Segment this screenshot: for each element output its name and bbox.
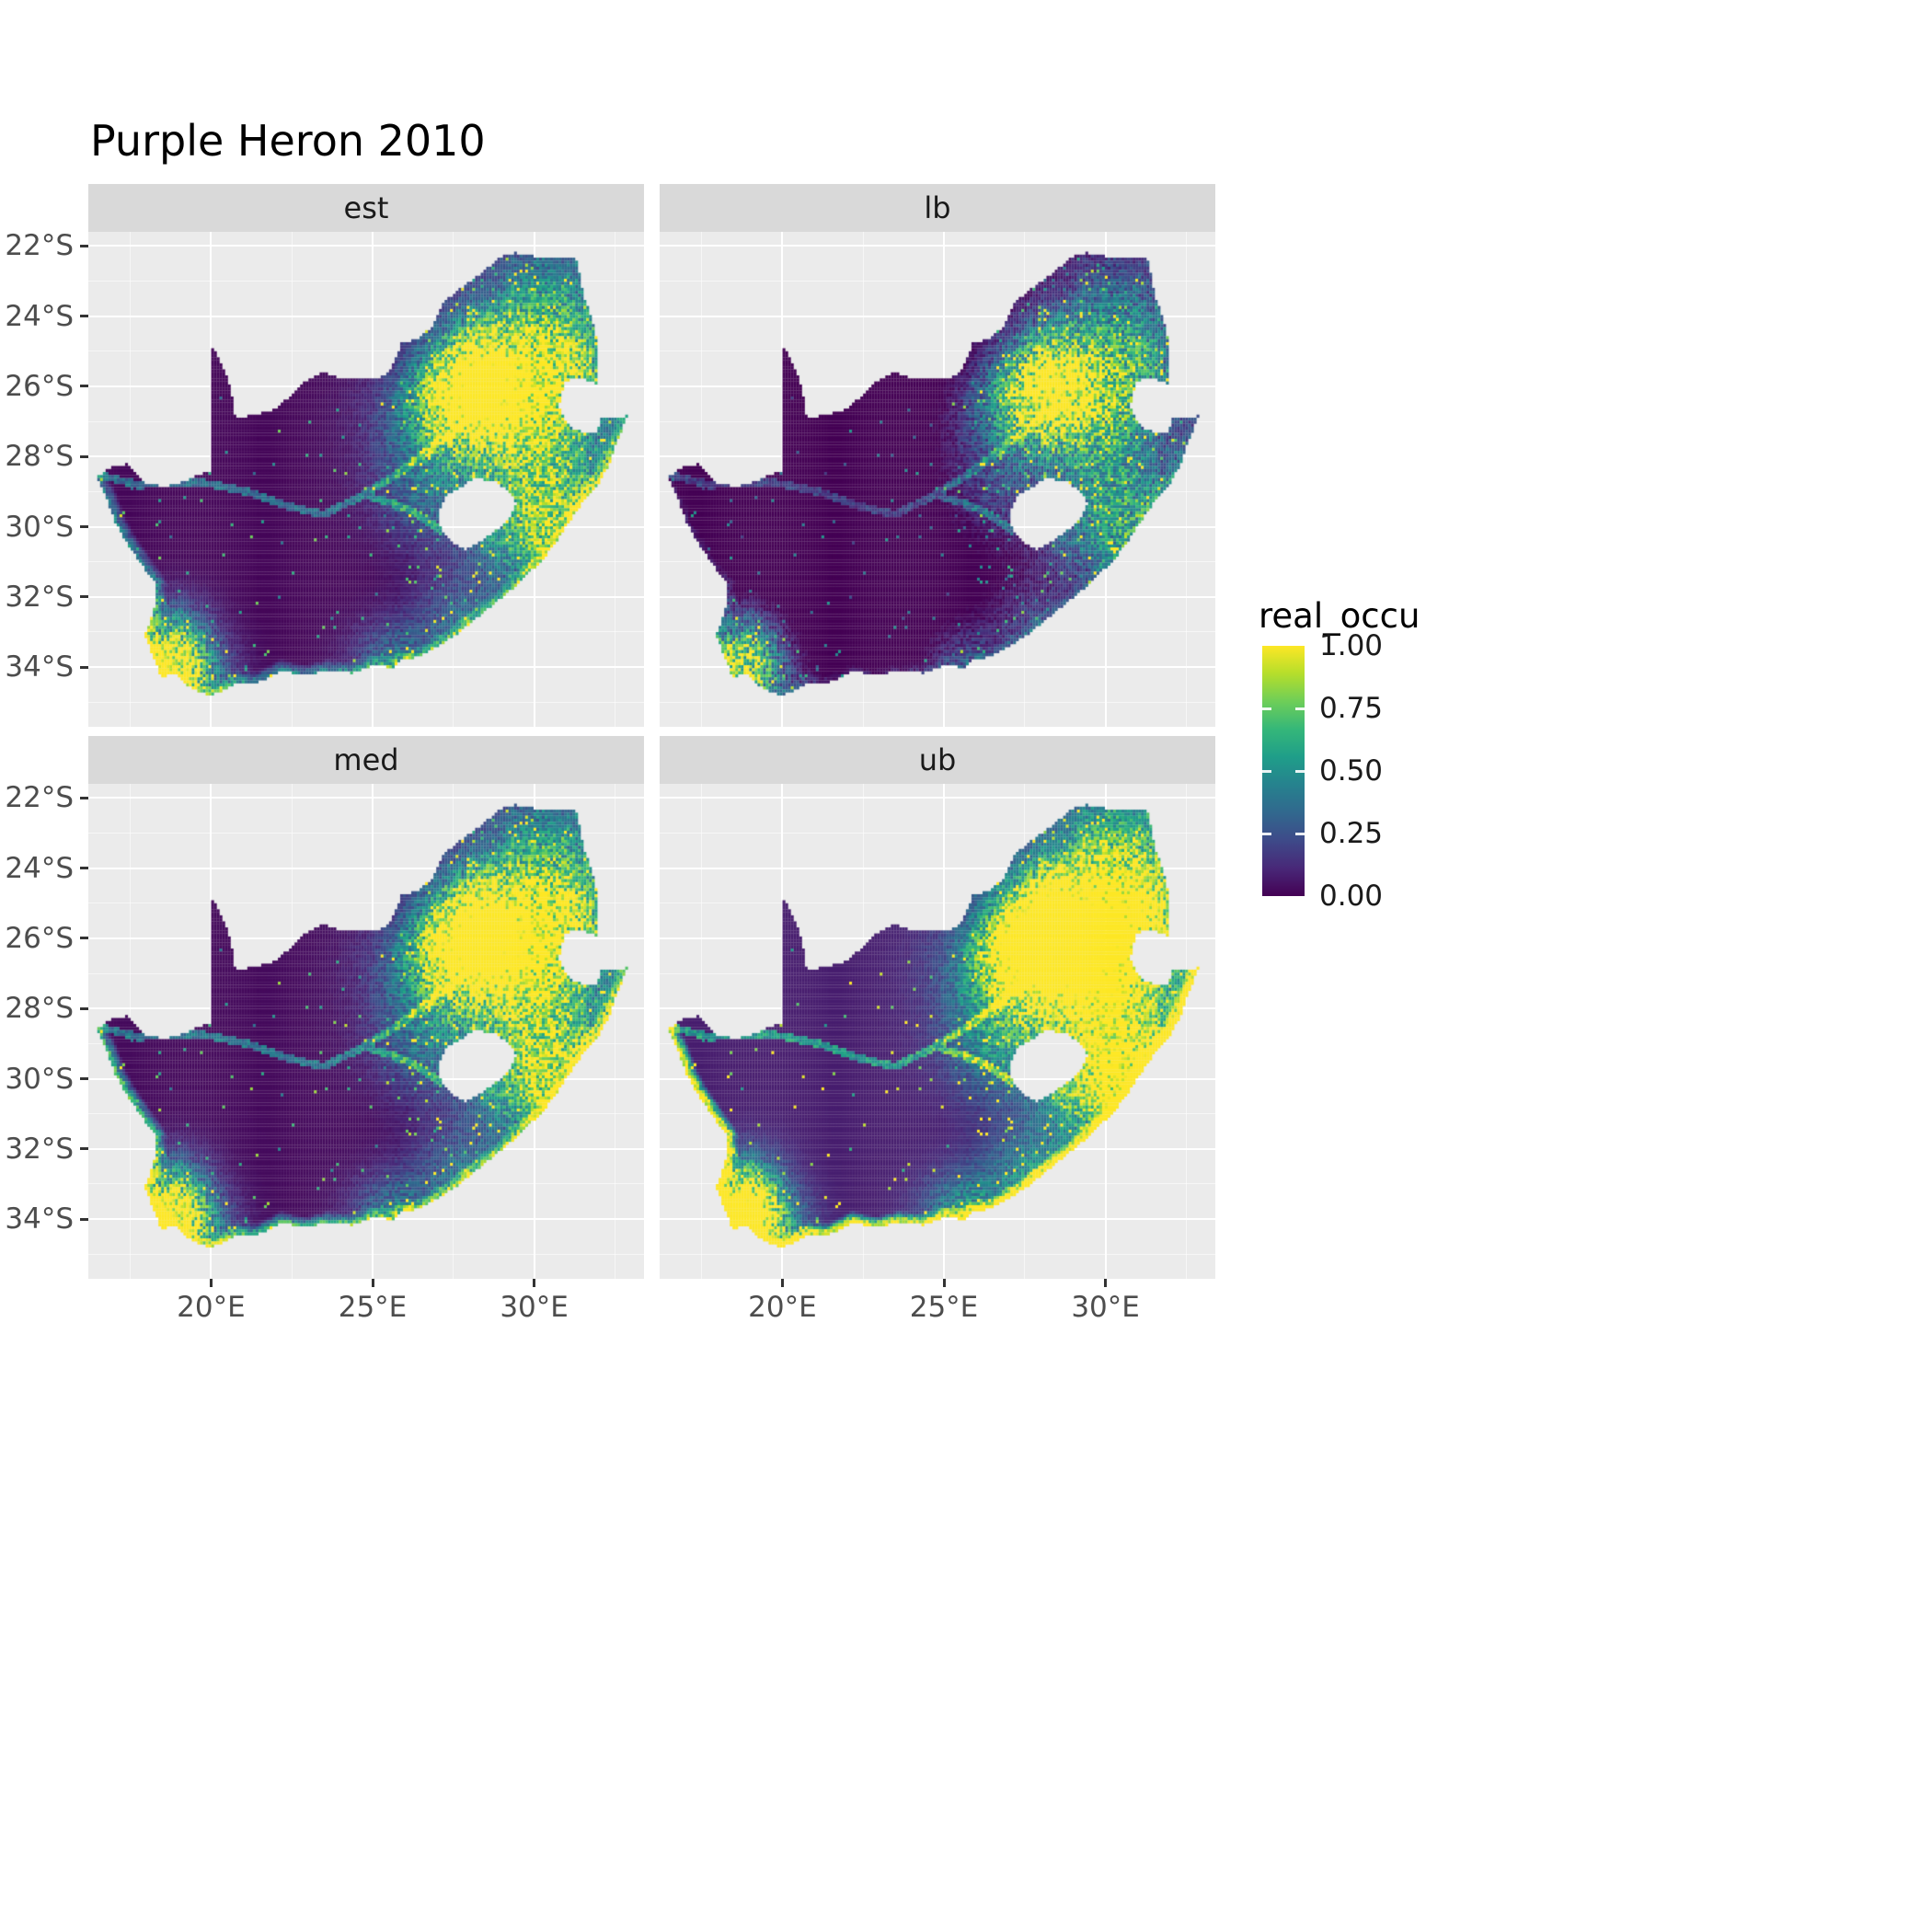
map-panel-med <box>88 784 644 1279</box>
x-axis-tick <box>209 1279 213 1287</box>
y-axis-label: 32°S <box>5 580 74 614</box>
facet-strip-med: med <box>88 736 644 784</box>
map-panel-est <box>88 232 644 727</box>
legend-tick-mark <box>1295 832 1305 835</box>
y-axis-tick <box>80 867 88 870</box>
facet-strip-label: est <box>343 190 389 225</box>
x-axis-label: 25°E <box>909 1291 979 1324</box>
x-axis-label: 25°E <box>338 1291 408 1324</box>
x-axis-tick <box>371 1279 374 1287</box>
facet-strip-est: est <box>88 184 644 232</box>
plot-title: Purple Heron 2010 <box>90 116 486 166</box>
y-axis-label: 24°S <box>5 851 74 885</box>
legend-tick-label: 0.50 <box>1319 754 1384 788</box>
x-axis-tick <box>780 1279 784 1287</box>
y-axis-label: 24°S <box>5 299 74 333</box>
y-axis-tick <box>80 454 88 458</box>
x-axis-tick <box>533 1279 536 1287</box>
y-axis-tick <box>80 315 88 318</box>
y-axis-tick <box>80 595 88 599</box>
y-axis-label: 30°S <box>5 510 74 544</box>
map-panel-ub <box>660 784 1215 1279</box>
y-axis-tick <box>80 796 88 799</box>
y-axis-label: 28°S <box>5 992 74 1026</box>
y-axis-label: 34°S <box>5 1202 74 1236</box>
facet-strip-label: ub <box>918 742 957 777</box>
legend-tick-mark <box>1262 832 1271 835</box>
legend-tick-label: 0.00 <box>1319 880 1384 913</box>
y-axis-label: 22°S <box>5 229 74 263</box>
x-axis-tick <box>1104 1279 1108 1287</box>
x-axis-tick <box>942 1279 946 1287</box>
y-axis-tick <box>80 385 88 388</box>
legend-tick-label: 0.75 <box>1319 692 1384 725</box>
facet-strip-label: lb <box>924 190 951 225</box>
y-axis-label: 30°S <box>5 1062 74 1096</box>
y-axis-label: 34°S <box>5 650 74 684</box>
y-axis-label: 28°S <box>5 440 74 474</box>
map-raster-ub <box>660 784 1215 1279</box>
map-panel-lb <box>660 232 1215 727</box>
y-axis-tick <box>80 1077 88 1080</box>
y-axis-label: 26°S <box>5 369 74 403</box>
y-axis-tick <box>80 525 88 528</box>
y-axis-tick <box>80 1147 88 1151</box>
x-axis-label: 20°E <box>748 1291 817 1324</box>
y-axis-tick <box>80 937 88 940</box>
y-axis-label: 26°S <box>5 921 74 955</box>
map-raster-lb <box>660 232 1215 727</box>
y-axis-label: 32°S <box>5 1132 74 1166</box>
x-axis-label: 30°E <box>1071 1291 1140 1324</box>
legend-tick-label: 0.25 <box>1319 817 1384 850</box>
y-axis-label: 22°S <box>5 781 74 815</box>
x-axis-label: 20°E <box>177 1291 246 1324</box>
legend-tick-mark <box>1295 769 1305 773</box>
facet-strip-ub: ub <box>660 736 1215 784</box>
y-axis-tick <box>80 244 88 247</box>
x-axis-label: 30°E <box>500 1291 569 1324</box>
y-axis-tick <box>80 1217 88 1221</box>
y-axis-tick <box>80 665 88 669</box>
legend-title: real_occu <box>1259 596 1420 636</box>
legend-tick-mark <box>1295 707 1305 710</box>
legend-tick-mark <box>1262 769 1271 773</box>
legend-tick-mark <box>1262 707 1271 710</box>
map-raster-med <box>88 784 644 1279</box>
y-axis-tick <box>80 1006 88 1010</box>
legend-tick-label: 1.00 <box>1319 629 1384 662</box>
facet-strip-lb: lb <box>660 184 1215 232</box>
map-raster-est <box>88 232 644 727</box>
facet-strip-label: med <box>333 742 399 777</box>
